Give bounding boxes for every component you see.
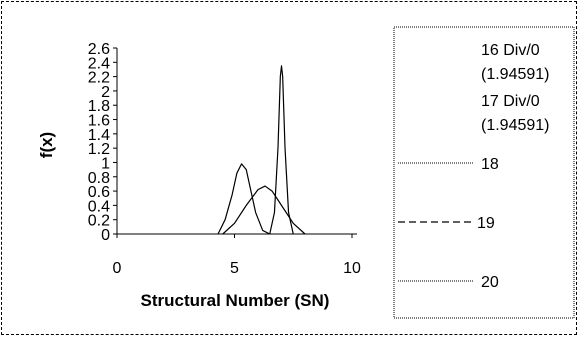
x-axis-title: Structural Number (SN) xyxy=(141,291,330,310)
y-tick-label: 2 xyxy=(101,84,110,101)
y-tick-label: 2.4 xyxy=(88,55,110,72)
legend-label: 20 xyxy=(481,274,499,291)
plot-area xyxy=(217,65,306,235)
legend-label: 18 xyxy=(481,156,499,173)
x-tick-label: 5 xyxy=(230,260,239,277)
y-tick-label: 0 xyxy=(101,227,110,244)
legend-label: 16 Div/0 xyxy=(481,42,540,59)
legend-label: 17 Div/0 xyxy=(481,93,540,110)
axes: 00.20.40.60.811.21.41.61.822.22.42.60 5 10 xyxy=(88,41,361,277)
y-tick-label: 1.2 xyxy=(88,141,110,158)
series-2-line xyxy=(222,185,306,235)
legend-label: 19 xyxy=(477,215,495,232)
series-1-line xyxy=(217,163,271,235)
y-tick-label: 0.6 xyxy=(88,184,110,201)
legend: 16 Div/0 (1.94591) 17 Div/0 (1.94591) 18 19 20 xyxy=(398,42,550,291)
legend-label: (1.94591) xyxy=(481,66,550,83)
y-tick-label: 2.6 xyxy=(88,41,110,58)
y-tick-label: 1.6 xyxy=(88,113,110,130)
y-tick-label: 1.8 xyxy=(88,98,110,115)
y-tick-label: 1.4 xyxy=(88,127,110,144)
x-tick-label: 0 xyxy=(113,260,122,277)
y-tick-label: 2.2 xyxy=(88,70,110,87)
y-tick-label: 0.2 xyxy=(88,213,110,230)
legend-label: (1.94591) xyxy=(481,117,550,134)
series-3-line xyxy=(269,65,294,235)
x-tick-label: 10 xyxy=(343,260,361,277)
y-tick-label: 1 xyxy=(101,155,110,172)
y-tick-label: 0.8 xyxy=(88,170,110,187)
y-tick-label: 0.4 xyxy=(88,198,110,215)
legend-box xyxy=(393,26,575,319)
y-axis-title: f(x) xyxy=(37,132,56,158)
